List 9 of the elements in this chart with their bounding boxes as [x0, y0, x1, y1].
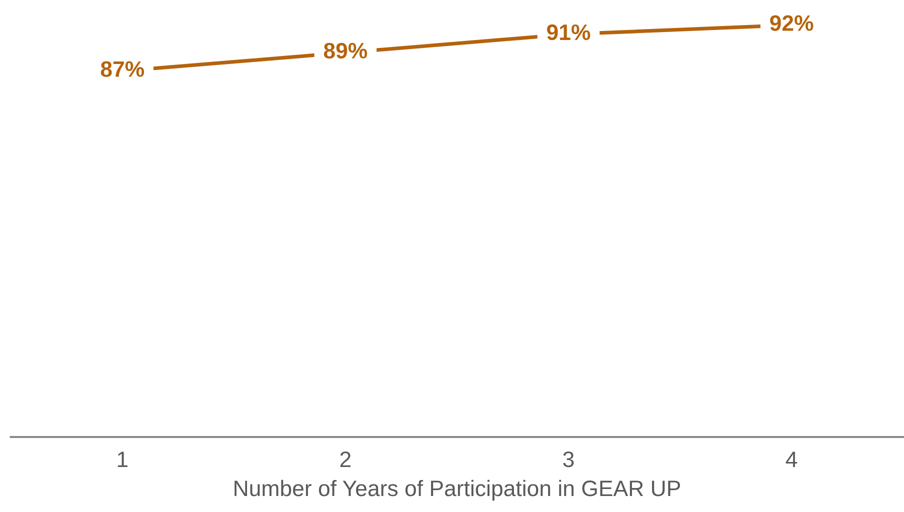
x-tick-label: 1 [118, 452, 128, 467]
x-axis-title: Number of Years of Participation in GEAR UP [234, 480, 680, 501]
data-label: 91% [547, 24, 590, 40]
data-label: 87% [100, 61, 144, 77]
x-tick-label: 4 [786, 452, 798, 467]
x-tick-label: 2 [340, 451, 351, 467]
data-label: 89% [324, 42, 368, 59]
data-label: 92% [770, 15, 814, 31]
x-tick-label: 3 [563, 451, 574, 468]
